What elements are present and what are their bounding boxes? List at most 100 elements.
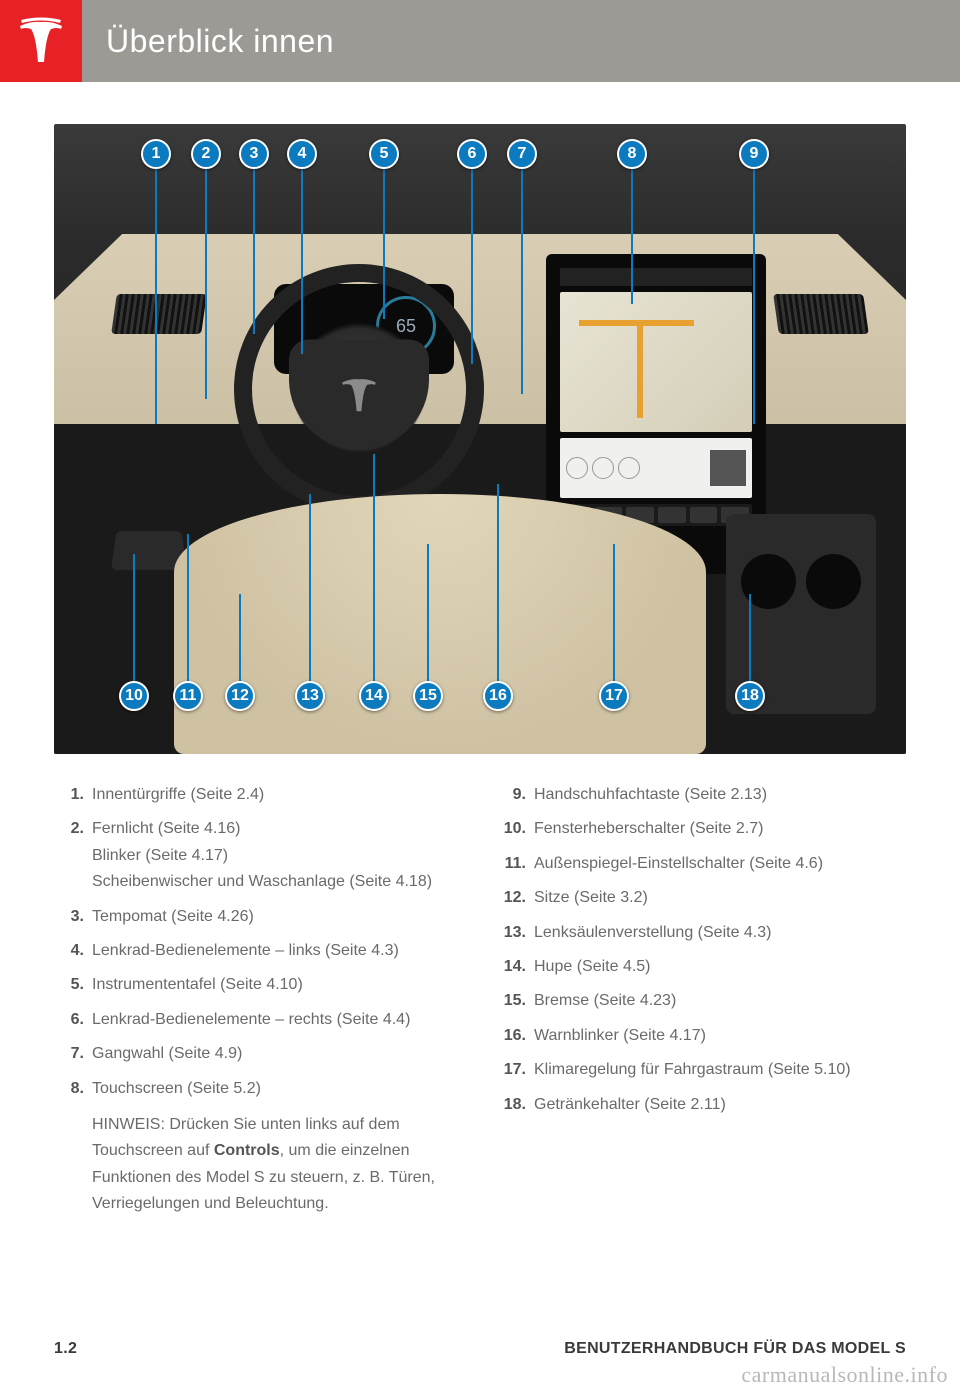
legend-item-number: 13.	[496, 920, 526, 946]
legend-item-text: Lenkrad-Bedienelemente – rechts (Seite 4…	[92, 1007, 464, 1033]
legend-item-number: 15.	[496, 988, 526, 1014]
legend-item-number: 12.	[496, 885, 526, 911]
legend-note: HINWEIS: Drücken Sie unten links auf dem…	[92, 1112, 464, 1218]
legend-item-text: Klimaregelung für Fahrgastraum (Seite 5.…	[534, 1057, 906, 1083]
page-title: Überblick innen	[106, 23, 334, 60]
legend-item-number: 8.	[54, 1076, 84, 1102]
legend-item: 15. Bremse (Seite 4.23)	[496, 988, 906, 1014]
legend-item: 9. Handschuhfachtaste (Seite 2.13)	[496, 782, 906, 808]
legend-list-right: 9. Handschuhfachtaste (Seite 2.13) 10. Fens…	[496, 782, 906, 1217]
touchscreen-map	[560, 292, 752, 432]
callout-12: 12	[225, 681, 255, 711]
dashboard-upper	[54, 234, 906, 454]
legend-item-text: Warnblinker (Seite 4.17)	[534, 1023, 906, 1049]
media-next-icon	[618, 457, 640, 479]
callout-line	[521, 169, 523, 394]
callout-3: 3	[239, 139, 269, 169]
legend-item-text: Sitze (Seite 3.2)	[534, 885, 906, 911]
legend-item-text: Fernlicht (Seite 4.16)Blinker (Seite 4.1…	[92, 816, 464, 895]
callout-8: 8	[617, 139, 647, 169]
callout-line	[187, 534, 189, 681]
callout-16: 16	[483, 681, 513, 711]
legend-item-number: 11.	[496, 851, 526, 877]
steering-wheel-center	[289, 340, 429, 450]
legend-item-text: Fensterheberschalter (Seite 2.7)	[534, 816, 906, 842]
callout-line	[749, 594, 751, 681]
touchscreen-statusbar	[560, 268, 752, 286]
callout-18: 18	[735, 681, 765, 711]
callout-line	[133, 554, 135, 681]
legend-item: 11. Außenspiegel-Einstellschalter (Seite …	[496, 851, 906, 877]
callout-line	[471, 169, 473, 364]
callout-line	[253, 169, 255, 334]
callout-5: 5	[369, 139, 399, 169]
media-play-icon	[592, 457, 614, 479]
driver-seat	[174, 494, 706, 754]
legend-item-text: Außenspiegel-Einstellschalter (Seite 4.6…	[534, 851, 906, 877]
page-header: Überblick innen	[0, 0, 960, 82]
callout-2: 2	[191, 139, 221, 169]
legend-item-text: Hupe (Seite 4.5)	[534, 954, 906, 980]
legend-item-number: 7.	[54, 1041, 84, 1067]
callout-line	[427, 544, 429, 681]
callout-14: 14	[359, 681, 389, 711]
legend-item: 12. Sitze (Seite 3.2)	[496, 885, 906, 911]
legend-item-number: 14.	[496, 954, 526, 980]
callout-10: 10	[119, 681, 149, 711]
touchscreen-media	[560, 438, 752, 498]
callout-6: 6	[457, 139, 487, 169]
page-footer: 1.2 BENUTZERHANDBUCH FÜR DAS MODEL S	[54, 1340, 906, 1358]
legend-item-text: Lenkrad-Bedienelemente – links (Seite 4.…	[92, 938, 464, 964]
page-number: 1.2	[54, 1340, 77, 1358]
callout-7: 7	[507, 139, 537, 169]
legend-item-text: Lenksäulenverstellung (Seite 4.3)	[534, 920, 906, 946]
legend-item: 2.Fernlicht (Seite 4.16)Blinker (Seite 4…	[54, 816, 464, 895]
legend-item-number: 2.	[54, 816, 84, 895]
media-prev-icon	[566, 457, 588, 479]
legend-item-text: Gangwahl (Seite 4.9)	[92, 1041, 464, 1067]
callout-15: 15	[413, 681, 443, 711]
legend-item-number: 10.	[496, 816, 526, 842]
legend-item-text: Bremse (Seite 4.23)	[534, 988, 906, 1014]
callout-11: 11	[173, 681, 203, 711]
callout-line	[497, 484, 499, 681]
legend-item-text: Handschuhfachtaste (Seite 2.13)	[534, 782, 906, 808]
tesla-logo	[0, 0, 82, 82]
callout-line	[301, 169, 303, 354]
legend-item: 4. Lenkrad-Bedienelemente – links (Seite …	[54, 938, 464, 964]
callout-line	[309, 494, 311, 681]
legend-item-number: 9.	[496, 782, 526, 808]
footer-title: BENUTZERHANDBUCH FÜR DAS MODEL S	[564, 1340, 906, 1358]
legend-item-number: 18.	[496, 1092, 526, 1118]
legend-item-number: 4.	[54, 938, 84, 964]
legend-item-text: Tempomat (Seite 4.26)	[92, 904, 464, 930]
legend-item-number: 1.	[54, 782, 84, 808]
callout-1: 1	[141, 139, 171, 169]
legend-lists: 1. Innentürgriffe (Seite 2.4) 2.Fernlicht …	[0, 782, 960, 1217]
air-vent-right	[773, 294, 869, 334]
legend-item: 6.Lenkrad-Bedienelemente – rechts (Seite…	[54, 1007, 464, 1033]
steering-wheel	[234, 264, 484, 514]
legend-item: 3.Tempomat (Seite 4.26)	[54, 904, 464, 930]
callout-line	[383, 169, 385, 319]
legend-item: 18.Getränkehalter (Seite 2.11)	[496, 1092, 906, 1118]
legend-item-number: 5.	[54, 972, 84, 998]
callout-line	[631, 169, 633, 304]
legend-item: 10. Fensterheberschalter (Seite 2.7)	[496, 816, 906, 842]
callout-line	[613, 544, 615, 681]
legend-item-text: Touchscreen (Seite 5.2)	[92, 1076, 464, 1102]
callout-line	[753, 169, 755, 424]
album-art	[710, 450, 746, 486]
interior-figure: 65 123456789101112131415161718	[54, 124, 906, 754]
callout-4: 4	[287, 139, 317, 169]
legend-item: 7. Gangwahl (Seite 4.9)	[54, 1041, 464, 1067]
callout-17: 17	[599, 681, 629, 711]
legend-item-number: 16.	[496, 1023, 526, 1049]
legend-item: 13. Lenksäulenverstellung (Seite 4.3)	[496, 920, 906, 946]
callout-line	[373, 454, 375, 681]
air-vent-left	[111, 294, 207, 334]
legend-item-text: Innentürgriffe (Seite 2.4)	[92, 782, 464, 808]
callout-13: 13	[295, 681, 325, 711]
callout-line	[239, 594, 241, 681]
legend-item: 17.Klimaregelung für Fahrgastraum (Seite…	[496, 1057, 906, 1083]
